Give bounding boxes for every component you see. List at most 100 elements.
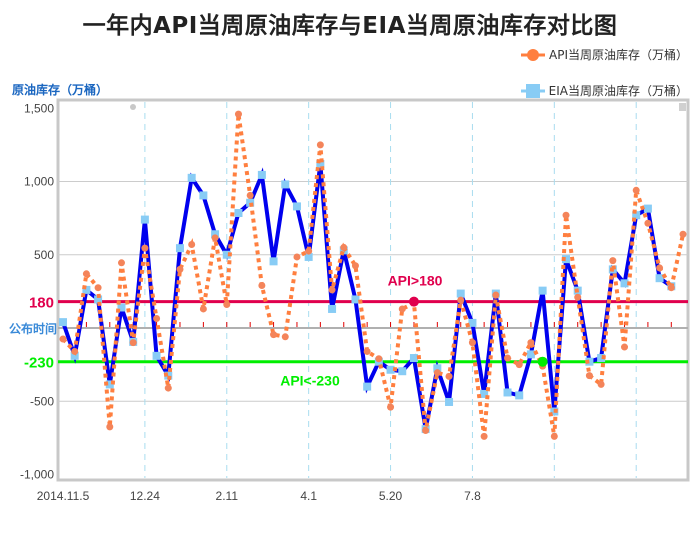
legend-label-eia: EIA当周原油库存（万桶） — [548, 84, 688, 98]
api-data-point — [59, 335, 67, 343]
x-tick-label: 12.24 — [130, 489, 160, 503]
eia-data-point — [456, 289, 465, 298]
api-data-point — [199, 305, 207, 313]
x-axis-title: 公布时间 — [9, 321, 57, 336]
eia-data-point — [164, 371, 173, 380]
eia-data-point — [59, 318, 67, 327]
api-data-point — [281, 333, 289, 341]
eia-data-point — [468, 318, 477, 327]
eia-data-point — [538, 286, 547, 295]
eia-data-point — [140, 215, 149, 224]
legend-item-eia[interactable]: EIA当周原油库存（万桶） — [520, 82, 688, 99]
eia-data-point — [503, 388, 512, 397]
api-data-point — [433, 369, 441, 377]
api-data-point — [480, 432, 488, 440]
eia-data-point — [152, 351, 161, 360]
api-data-point — [71, 347, 79, 355]
api-data-point — [422, 427, 430, 435]
api-data-point — [129, 339, 137, 347]
eia-data-point — [445, 397, 454, 406]
x-tick-label: 7.8 — [464, 489, 481, 503]
api-data-point — [211, 234, 219, 242]
api-data-point — [656, 264, 664, 272]
api-data-point — [387, 403, 395, 411]
eia-data-point — [105, 380, 114, 389]
eia-data-point — [246, 198, 255, 207]
api-data-point — [340, 243, 348, 251]
api-data-point — [527, 339, 535, 347]
y-tick-label: 1,000 — [24, 175, 54, 189]
eia-data-point — [328, 304, 337, 313]
x-tick-label: 2014.11.5 — [37, 489, 90, 503]
api-data-point — [609, 257, 617, 265]
api-data-point — [515, 361, 523, 369]
api-data-point — [597, 380, 605, 388]
chart-title: 一年内API当周原油库存与EIA当周原油库存对比图 — [82, 13, 618, 39]
api-data-point — [492, 291, 500, 299]
eia-data-point — [70, 351, 79, 360]
reference-annotation: API>180 — [388, 273, 443, 289]
hidden-series-marker — [130, 104, 136, 110]
eia-data-point — [562, 255, 571, 264]
eia-data-point — [398, 367, 407, 376]
eia-data-point — [526, 350, 535, 359]
y-tick-label: 500 — [34, 248, 54, 262]
eia-data-point — [632, 211, 641, 220]
api-data-point — [246, 191, 254, 199]
api-data-point — [504, 354, 512, 362]
api-data-point — [468, 339, 476, 347]
y-tick-label: -1,000 — [20, 468, 54, 482]
legend-item-api[interactable]: API当周原油库存（万桶） — [521, 46, 688, 63]
api-data-point — [293, 253, 301, 261]
api-data-point — [223, 301, 231, 309]
api-data-point — [351, 262, 359, 270]
api-data-point — [188, 240, 196, 248]
api-data-point — [106, 423, 114, 431]
eia-data-point — [585, 357, 594, 366]
eia-data-point — [409, 354, 418, 363]
api-data-point — [234, 110, 242, 118]
api-data-point — [457, 296, 465, 304]
api-data-point — [328, 286, 336, 294]
eia-data-point — [655, 274, 664, 283]
eia-data-point — [222, 250, 231, 259]
y-tick-label: -500 — [30, 394, 54, 408]
eia-data-point — [175, 244, 184, 253]
api-data-point — [153, 314, 161, 322]
x-tick-label: 2.11 — [216, 489, 239, 503]
api-data-point — [305, 247, 313, 255]
eia-data-point — [281, 180, 290, 189]
eia-data-point — [363, 382, 372, 391]
api-data-point — [363, 347, 371, 355]
plot-frame — [56, 98, 690, 482]
eia-data-point — [187, 173, 196, 182]
api-data-point — [375, 355, 383, 363]
eia-data-point — [257, 170, 266, 179]
api-data-point — [621, 343, 629, 351]
api-data-point — [632, 186, 640, 194]
eia-data-point — [234, 208, 243, 217]
api-data-point — [258, 282, 266, 290]
api-data-point — [316, 141, 324, 149]
eia-data-point — [433, 364, 442, 373]
eia-data-point — [515, 391, 524, 400]
api-data-point — [585, 372, 593, 380]
eia-data-point — [199, 191, 208, 200]
eia-legend-marker-icon — [520, 83, 545, 98]
api-data-point — [270, 331, 278, 339]
reference-highlight-point — [537, 356, 548, 367]
api-data-point — [562, 211, 570, 219]
y-tick-label: 1,500 — [24, 101, 54, 115]
api-data-point — [667, 284, 675, 292]
eia-data-point — [316, 159, 325, 168]
api-data-point — [679, 230, 687, 238]
api-data-point — [164, 384, 172, 392]
reference-annotation: API<-230 — [280, 373, 340, 389]
api-data-point — [398, 305, 406, 313]
eia-data-point — [304, 252, 313, 261]
eia-data-point — [82, 285, 91, 294]
eia-data-point — [386, 365, 395, 374]
api-legend-marker-icon — [521, 48, 545, 61]
eia-data-point — [643, 204, 652, 213]
